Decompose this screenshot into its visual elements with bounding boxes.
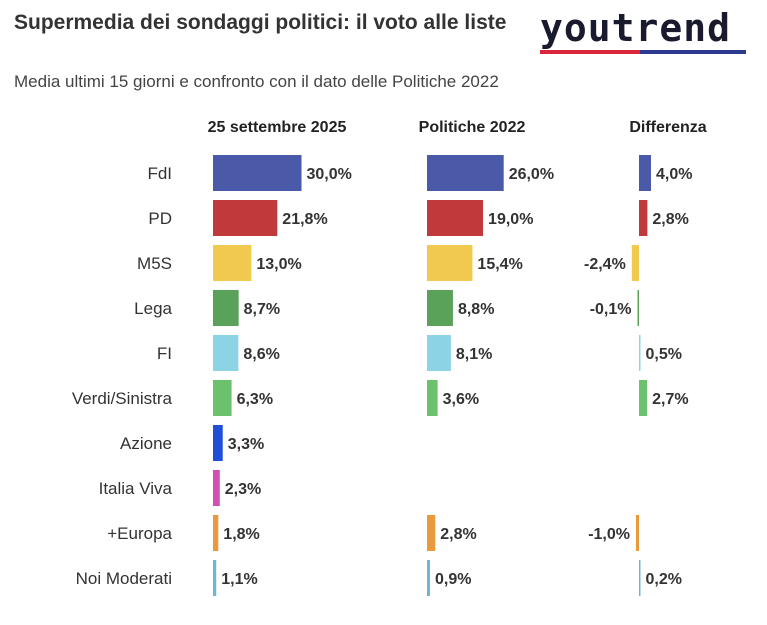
bar-current — [213, 200, 278, 236]
column-header: Differenza — [629, 119, 706, 136]
bar-current — [213, 155, 302, 191]
value-label-current: 30,0% — [307, 166, 352, 183]
bar-current — [213, 290, 239, 326]
bar-2022 — [427, 335, 451, 371]
value-label-current: 3,3% — [228, 436, 264, 453]
bar-difference — [639, 200, 648, 236]
value-label-current: 1,8% — [223, 526, 259, 543]
value-label-2022: 8,8% — [458, 301, 494, 318]
bar-2022 — [427, 245, 473, 281]
value-label-current: 8,6% — [243, 346, 279, 363]
bar-difference — [636, 515, 639, 551]
value-label-2022: 8,1% — [456, 346, 492, 363]
value-label-current: 8,7% — [244, 301, 280, 318]
category-label: Azione — [120, 434, 172, 453]
bar-difference — [639, 155, 651, 191]
value-label-difference: 2,7% — [652, 391, 688, 408]
bar-difference — [637, 290, 639, 326]
bar-difference — [639, 335, 641, 371]
bar-current — [213, 560, 217, 596]
youtrend-logo: youtrend — [540, 6, 750, 58]
value-label-2022: 15,4% — [477, 256, 522, 273]
logo-text: youtrend — [540, 6, 732, 50]
category-label: Verdi/Sinistra — [72, 389, 173, 408]
value-label-difference: -2,4% — [584, 256, 626, 273]
category-label: PD — [148, 209, 172, 228]
value-label-difference: 2,8% — [652, 211, 688, 228]
category-label: Noi Moderati — [76, 569, 172, 588]
bar-2022 — [427, 560, 430, 596]
bar-current — [213, 470, 220, 506]
value-label-current: 21,8% — [282, 211, 327, 228]
bar-difference — [639, 560, 641, 596]
category-label: FI — [157, 344, 172, 363]
chart-subtitle: Media ultimi 15 giorni e confronto con i… — [14, 72, 499, 91]
bar-2022 — [427, 515, 436, 551]
logo-underline-red — [540, 50, 640, 54]
value-label-2022: 2,8% — [440, 526, 476, 543]
bar-2022 — [427, 290, 453, 326]
value-label-current: 2,3% — [225, 481, 261, 498]
value-label-difference: 0,2% — [646, 571, 682, 588]
category-label: FdI — [147, 164, 172, 183]
bar-difference — [631, 245, 639, 281]
bar-2022 — [427, 380, 438, 416]
logo-underline-blue — [640, 50, 746, 54]
bar-current — [213, 425, 223, 461]
category-label: M5S — [137, 254, 172, 273]
bar-2022 — [427, 155, 504, 191]
value-label-2022: 19,0% — [488, 211, 533, 228]
bar-difference — [639, 380, 648, 416]
value-label-difference: 0,5% — [646, 346, 682, 363]
value-label-difference: -0,1% — [590, 301, 632, 318]
category-label: Italia Viva — [99, 479, 173, 498]
bar-current — [213, 515, 219, 551]
column-header: Politiche 2022 — [419, 119, 526, 136]
category-label: +Europa — [107, 524, 172, 543]
column-header: 25 settembre 2025 — [208, 119, 347, 136]
bar-2022 — [427, 200, 484, 236]
bar-current — [213, 335, 239, 371]
value-label-2022: 0,9% — [435, 571, 471, 588]
value-label-2022: 3,6% — [443, 391, 479, 408]
value-label-2022: 26,0% — [509, 166, 554, 183]
value-label-current: 13,0% — [256, 256, 301, 273]
value-label-difference: 4,0% — [656, 166, 692, 183]
value-label-current: 6,3% — [237, 391, 273, 408]
category-label: Lega — [134, 299, 172, 318]
chart-title: Supermedia dei sondaggi politici: il vot… — [14, 11, 507, 34]
bar-current — [213, 245, 252, 281]
bar-current — [213, 380, 232, 416]
value-label-difference: -1,0% — [588, 526, 630, 543]
value-label-current: 1,1% — [221, 571, 257, 588]
